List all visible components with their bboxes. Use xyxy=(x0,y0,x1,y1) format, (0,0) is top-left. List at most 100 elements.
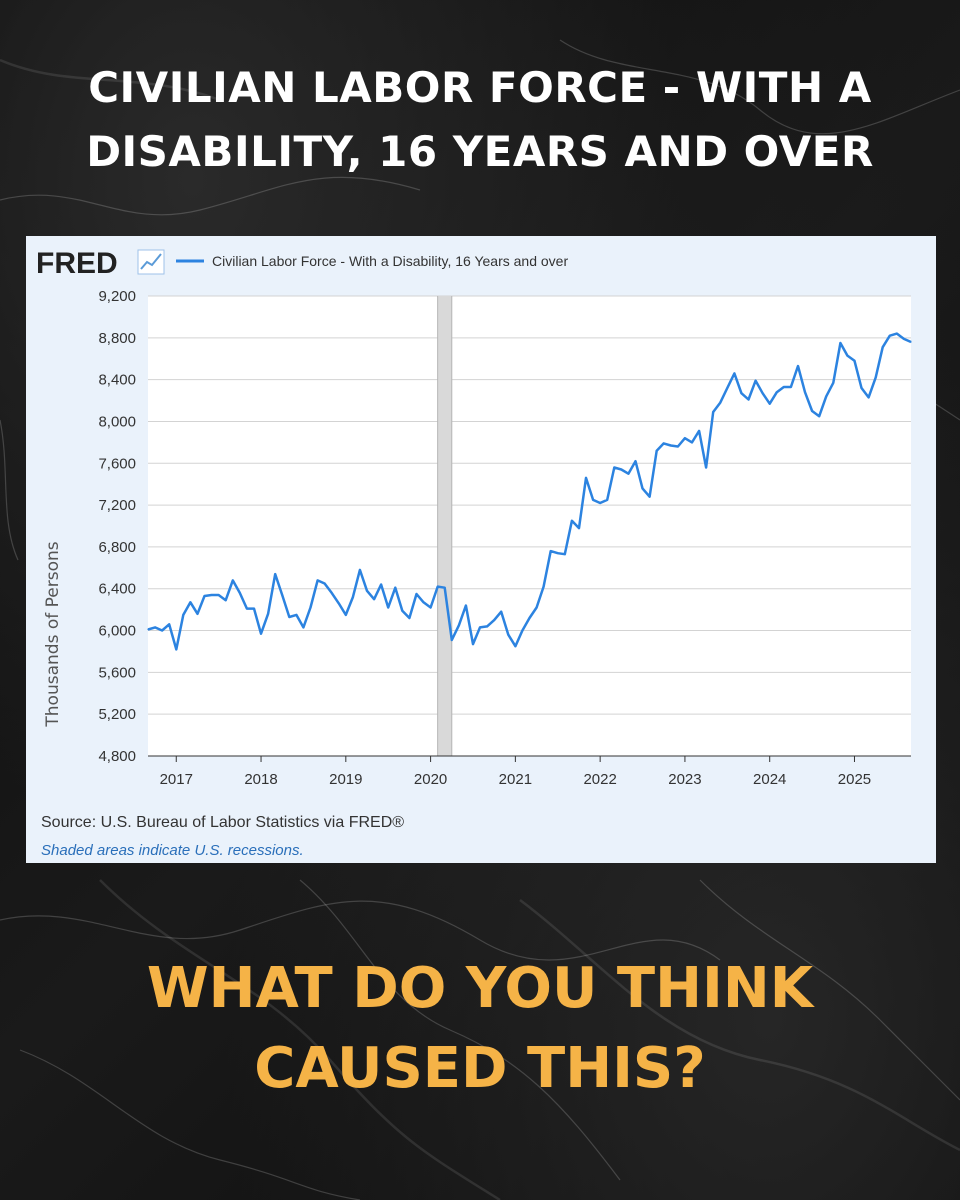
y-tick-label: 6,000 xyxy=(98,623,136,640)
data-point xyxy=(889,335,891,337)
data-point xyxy=(599,502,601,504)
data-point xyxy=(634,460,637,462)
data-point xyxy=(387,606,389,609)
data-point xyxy=(331,592,333,594)
y-axis-ticks: 9,200 8,800 8,400 8,000 7,600 7,200 6,800 6,400… xyxy=(98,288,136,765)
data-point xyxy=(225,599,227,601)
y-tick-label: 8,000 xyxy=(98,413,136,430)
data-point xyxy=(444,587,446,589)
data-point xyxy=(394,587,396,589)
data-point xyxy=(317,579,319,581)
data-point xyxy=(613,466,615,469)
data-point xyxy=(472,643,474,645)
data-point xyxy=(811,410,813,412)
data-point xyxy=(196,613,199,615)
fred-logo: FRED xyxy=(36,247,165,280)
data-point xyxy=(903,338,905,340)
data-point xyxy=(267,613,269,615)
data-point xyxy=(274,573,276,575)
data-point xyxy=(691,441,693,443)
data-point xyxy=(345,614,347,616)
recession-band xyxy=(437,296,452,756)
data-point xyxy=(338,602,340,604)
data-point xyxy=(783,386,785,388)
y-tick-label: 6,800 xyxy=(98,539,136,556)
data-point xyxy=(776,391,778,393)
recession-shading xyxy=(437,296,453,756)
data-point xyxy=(684,437,686,439)
data-point xyxy=(896,333,898,335)
data-point xyxy=(147,628,149,631)
data-point xyxy=(550,550,552,552)
data-point xyxy=(769,403,771,405)
x-tick-label: 2021 xyxy=(499,771,532,788)
recession-note: Shaded areas indicate U.S. recessions. xyxy=(41,842,304,859)
data-point xyxy=(627,473,630,475)
headline-line-1: CIVILIAN LABOR FORCE - WITH A xyxy=(88,63,872,112)
data-point xyxy=(846,355,849,357)
data-point xyxy=(500,611,502,613)
y-tick-label: 9,200 xyxy=(98,288,136,305)
data-point xyxy=(486,625,488,627)
data-point xyxy=(380,583,382,586)
source-note: Source: U.S. Bureau of Labor Statistics … xyxy=(41,814,405,831)
x-tick-label: 2024 xyxy=(753,771,786,788)
x-tick-label: 2019 xyxy=(329,771,362,788)
data-point xyxy=(479,626,481,628)
data-point xyxy=(719,402,721,404)
data-point xyxy=(578,527,580,529)
data-point xyxy=(253,608,255,610)
data-point xyxy=(288,616,290,618)
data-point xyxy=(536,606,538,609)
y-tick-label: 8,800 xyxy=(98,330,136,347)
data-point xyxy=(853,360,856,362)
y-tick-label: 7,600 xyxy=(98,455,136,472)
data-point xyxy=(825,395,827,397)
x-tick-label: 2023 xyxy=(668,771,701,788)
data-point xyxy=(726,387,728,389)
data-point xyxy=(458,624,460,626)
data-point xyxy=(260,633,262,635)
y-axis-label: Thousands of Persons xyxy=(43,541,63,727)
data-point xyxy=(543,586,545,588)
data-point xyxy=(698,430,700,432)
data-point xyxy=(302,626,304,628)
x-tick-label: 2022 xyxy=(583,771,616,788)
data-point xyxy=(564,553,566,555)
line-chart: FRED Civilian Labor Force - With a Disab… xyxy=(36,247,912,788)
data-point xyxy=(514,645,516,647)
y-tick-label: 4,800 xyxy=(98,748,136,765)
data-point xyxy=(437,586,439,588)
data-point xyxy=(557,552,559,554)
fred-chart-card: FRED Civilian Labor Force - With a Disab… xyxy=(26,236,936,863)
data-point xyxy=(154,626,156,628)
data-point xyxy=(649,496,651,498)
data-point xyxy=(663,442,665,444)
data-point xyxy=(839,342,842,344)
data-point xyxy=(712,411,714,413)
legend-label: Civilian Labor Force - With a Disability… xyxy=(212,253,568,269)
data-point xyxy=(309,606,312,609)
data-point xyxy=(797,365,799,367)
data-point xyxy=(373,598,375,600)
data-point xyxy=(415,593,418,595)
data-point xyxy=(295,614,297,616)
data-point xyxy=(211,594,213,596)
data-point xyxy=(882,346,884,348)
data-point xyxy=(705,466,707,469)
y-tick-label: 8,400 xyxy=(98,372,136,389)
question-line-2: CAUSED THIS? xyxy=(254,1036,706,1101)
data-point xyxy=(528,617,531,619)
data-point xyxy=(359,569,361,571)
chart-legend: Civilian Labor Force - With a Disability… xyxy=(176,253,568,269)
data-point xyxy=(641,487,644,489)
data-point xyxy=(239,592,241,594)
data-point xyxy=(493,619,495,621)
data-point xyxy=(818,415,820,417)
data-point xyxy=(430,606,432,609)
data-point xyxy=(670,444,672,447)
data-point xyxy=(451,639,453,641)
question-line-1: WHAT DO YOU THINK xyxy=(146,956,814,1021)
x-axis-ticks: 2017 2018 2019 2020 2021 2022 2023 2024 2025 xyxy=(148,755,911,788)
data-point xyxy=(733,372,736,374)
